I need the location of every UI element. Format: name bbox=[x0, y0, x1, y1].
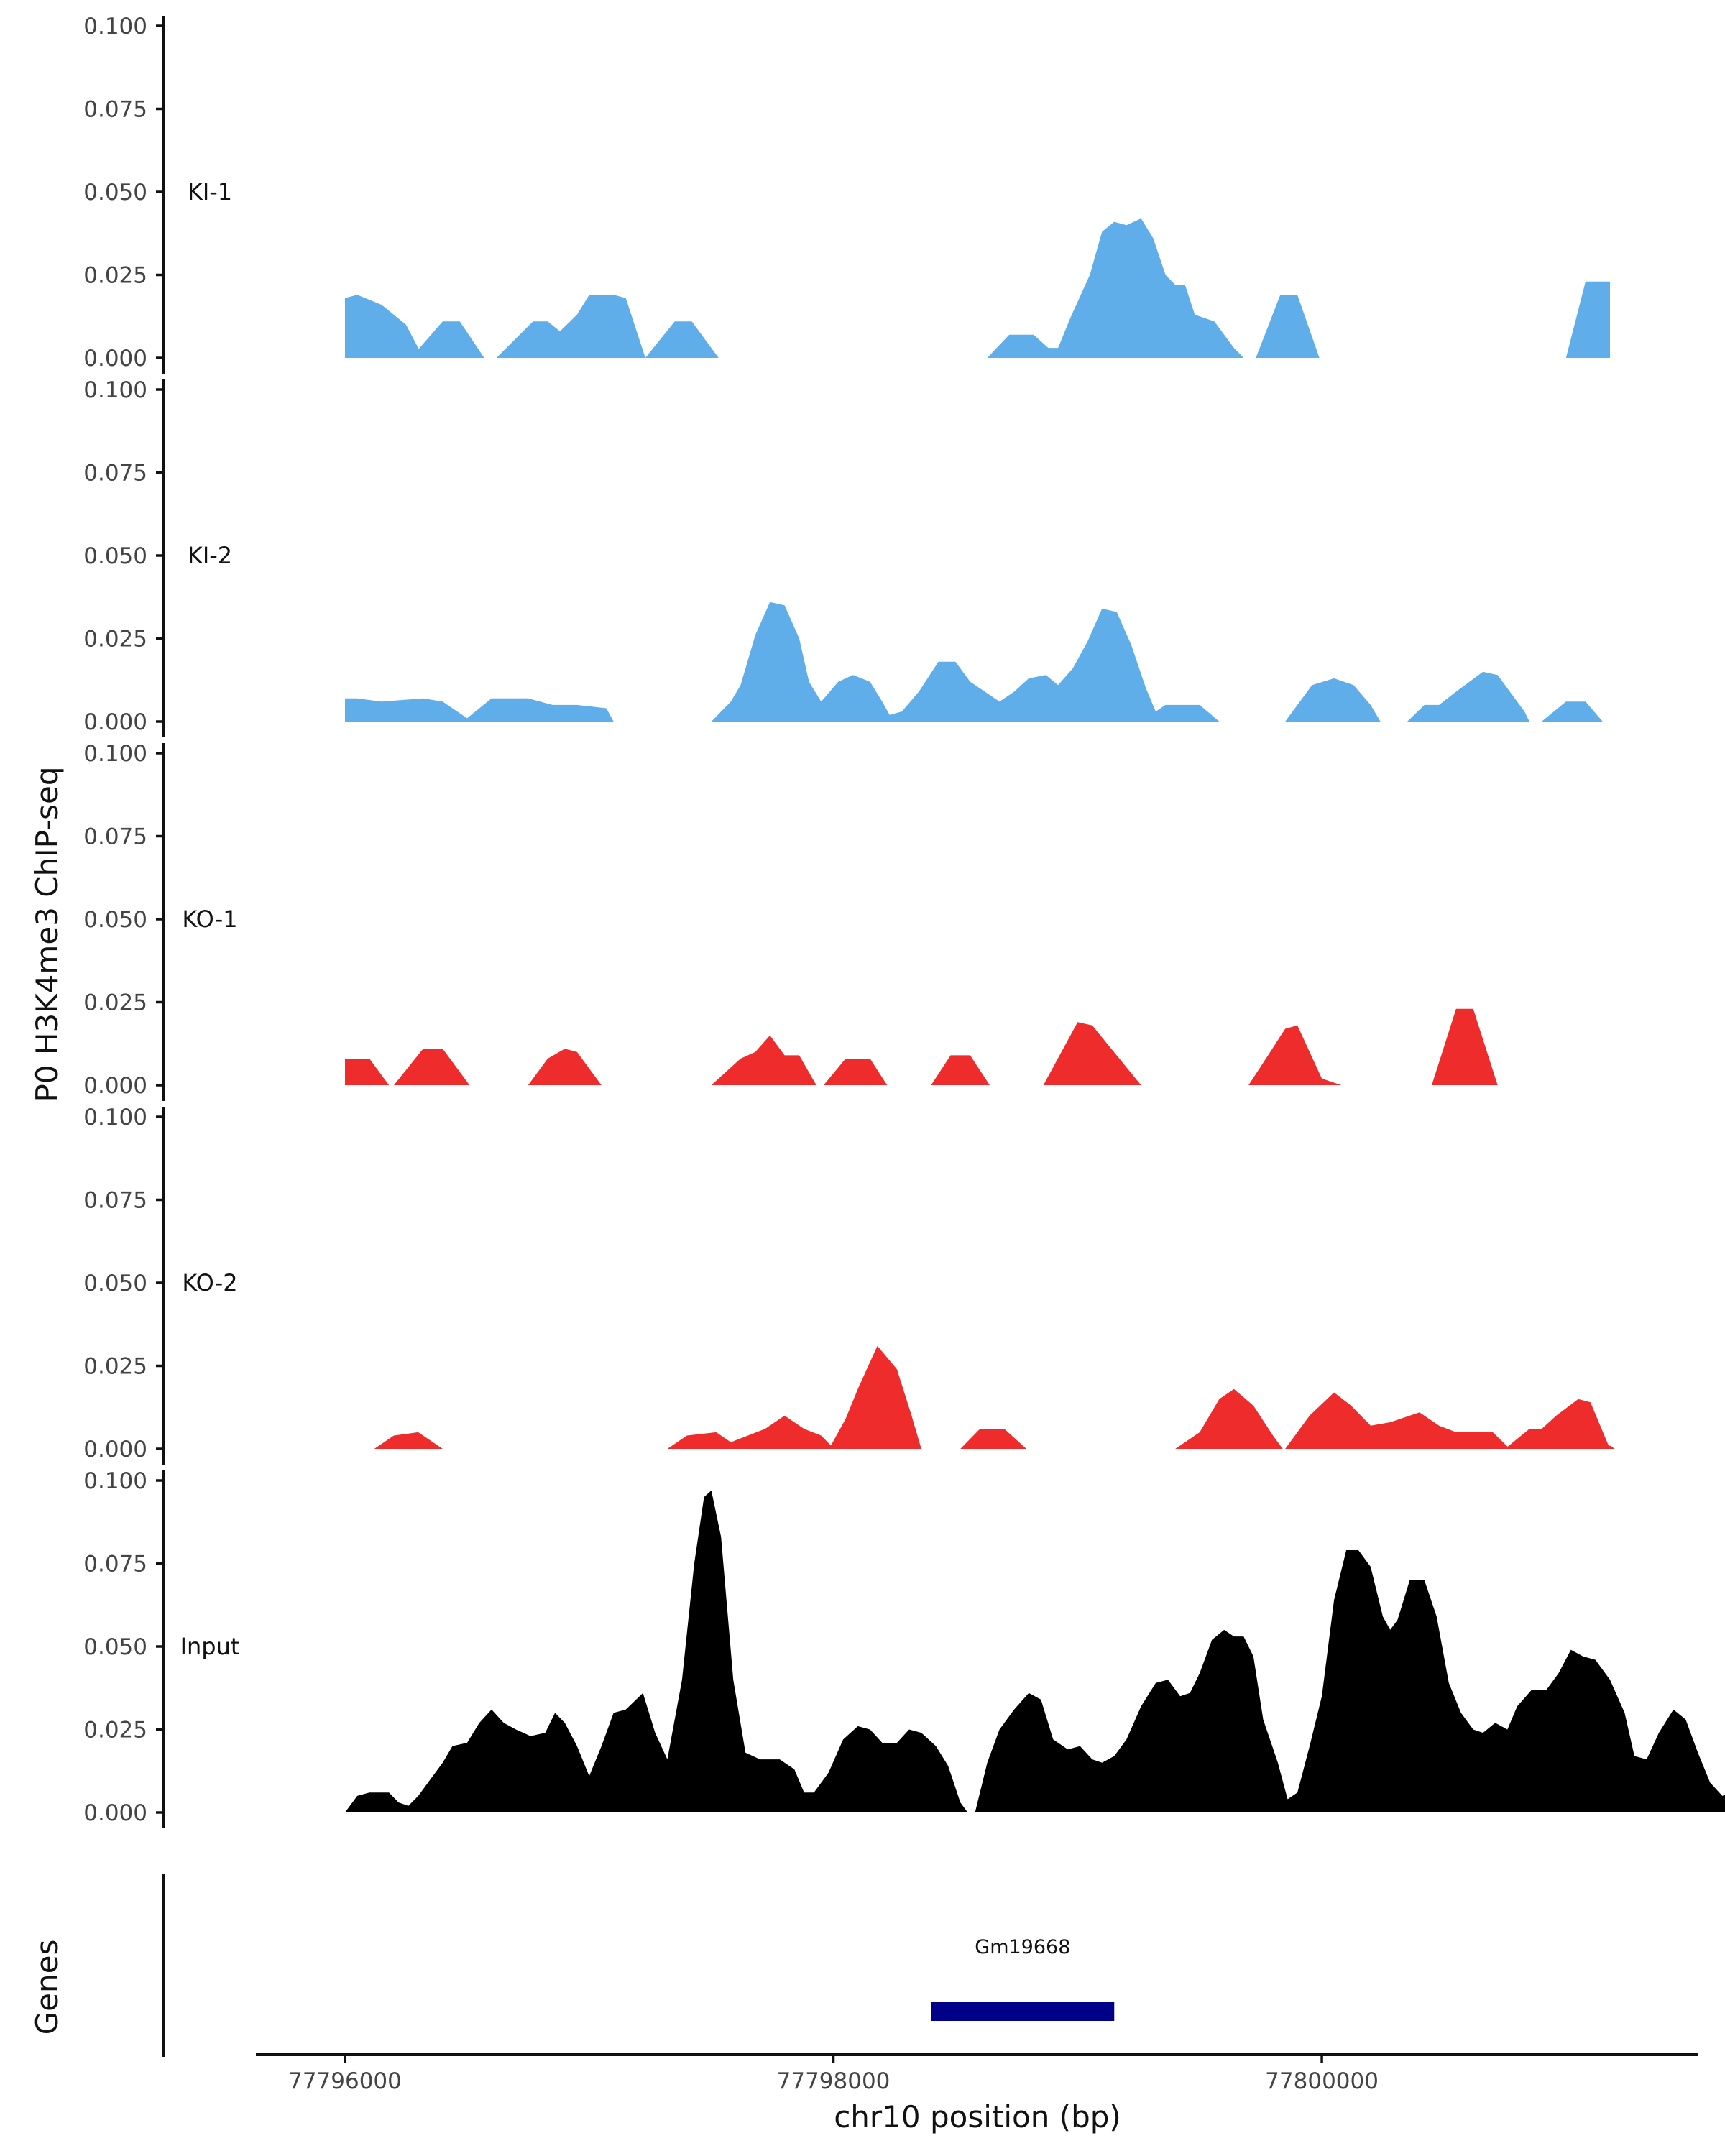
y-tick-label: 0.075 bbox=[83, 461, 147, 487]
signal-area bbox=[711, 1035, 816, 1085]
y-tick-label: 0.100 bbox=[83, 741, 147, 767]
y-tick-label: 0.025 bbox=[83, 627, 147, 653]
signal-area bbox=[823, 1059, 888, 1085]
y-tick-label: 0.000 bbox=[83, 1800, 147, 1826]
signal-area bbox=[987, 218, 1244, 358]
x-axis: 77796000 77798000 77800000 bbox=[256, 2053, 1698, 2094]
x-axis-title: chr10 position (bp) bbox=[834, 2099, 1121, 2134]
y-tick-label: 0.050 bbox=[83, 1271, 147, 1296]
track-ki-1: 0.000 0.025 0.050 0.075 0.100 KI-1 bbox=[83, 14, 1610, 374]
track-ko-1: 0.000 0.025 0.050 0.075 0.100 KO-1 bbox=[83, 741, 1498, 1101]
track-label: KI-2 bbox=[188, 542, 232, 569]
signal-area bbox=[960, 1429, 1026, 1449]
signal-area bbox=[711, 602, 1220, 722]
signal-area bbox=[1541, 701, 1603, 722]
genes-axis-title: Genes bbox=[29, 1940, 65, 2035]
gene-label: Gm19668 bbox=[975, 1936, 1070, 1958]
signal-area bbox=[645, 321, 719, 358]
tracks-group: 0.0000.0250.0500.0750.100KI-10.0000.0250… bbox=[83, 14, 1725, 1828]
y-tick-label: 0.025 bbox=[83, 990, 147, 1016]
signal-area bbox=[345, 698, 614, 722]
signal-area bbox=[410, 321, 484, 358]
signal-area bbox=[931, 1055, 990, 1085]
y-tick-label: 0.075 bbox=[83, 824, 147, 850]
y-tick-label: 0.050 bbox=[83, 907, 147, 933]
y-tick-label: 0.050 bbox=[83, 180, 147, 206]
track-label: KO-1 bbox=[182, 906, 237, 933]
track-ki-2: 0.000 0.025 0.050 0.075 0.100 KI-2 bbox=[83, 377, 1603, 737]
signal-area bbox=[667, 1345, 921, 1449]
y-tick-label: 0.000 bbox=[83, 1073, 147, 1099]
y-tick-label: 0.100 bbox=[83, 14, 147, 40]
y-tick-label: 0.100 bbox=[83, 377, 147, 403]
y-tick-label: 0.050 bbox=[83, 543, 147, 569]
signal-area bbox=[394, 1049, 470, 1085]
y-tick-label: 0.025 bbox=[83, 1718, 147, 1743]
signal-area bbox=[345, 1059, 390, 1085]
signal-area bbox=[1175, 1388, 1283, 1449]
y-tick-label: 0.000 bbox=[83, 346, 147, 372]
x-tick-label: 77800000 bbox=[1265, 2068, 1379, 2094]
track-label: Input bbox=[180, 1633, 240, 1660]
track-input: 0.000 0.025 0.050 0.075 0.100 Input bbox=[83, 1468, 1725, 1828]
signal-area bbox=[374, 1432, 443, 1449]
signal-area bbox=[1565, 281, 1610, 358]
signal-area bbox=[1285, 678, 1381, 722]
genes-group: Gm19668 bbox=[162, 1874, 1115, 2057]
y-tick-label: 0.075 bbox=[83, 1552, 147, 1577]
y-axis-title: P0 H3K4me3 ChIP-seq bbox=[29, 766, 65, 1102]
y-tick-label: 0.075 bbox=[83, 97, 147, 123]
signal-area bbox=[1432, 1008, 1498, 1085]
signal-area bbox=[1285, 1392, 1510, 1449]
signal-area bbox=[1602, 1445, 1615, 1449]
signal-area bbox=[528, 1049, 602, 1085]
y-tick-label: 0.000 bbox=[83, 709, 147, 735]
signal-area bbox=[345, 1490, 968, 1812]
gene-bar bbox=[931, 2002, 1115, 2021]
x-tick-label: 77796000 bbox=[288, 2068, 402, 2094]
signal-area bbox=[1256, 295, 1320, 358]
track-label: KO-2 bbox=[182, 1269, 237, 1296]
signal-area bbox=[496, 295, 645, 358]
y-tick-label: 0.100 bbox=[83, 1105, 147, 1130]
x-tick-label: 77798000 bbox=[777, 2068, 891, 2094]
track-label: KI-1 bbox=[188, 178, 232, 206]
track-ko-2: 0.000 0.025 0.050 0.075 0.100 KO-2 bbox=[83, 1105, 1615, 1465]
y-tick-label: 0.100 bbox=[83, 1468, 147, 1494]
signal-area bbox=[1043, 1022, 1141, 1085]
signal-area bbox=[975, 1550, 1725, 1812]
y-tick-label: 0.075 bbox=[83, 1188, 147, 1214]
signal-area bbox=[1248, 1025, 1342, 1085]
y-tick-label: 0.025 bbox=[83, 1354, 147, 1380]
y-tick-label: 0.000 bbox=[83, 1437, 147, 1462]
signal-area bbox=[345, 295, 423, 358]
signal-area bbox=[1407, 671, 1530, 722]
y-tick-label: 0.050 bbox=[83, 1634, 147, 1660]
y-tick-label: 0.025 bbox=[83, 263, 147, 289]
signal-area bbox=[1504, 1399, 1610, 1449]
